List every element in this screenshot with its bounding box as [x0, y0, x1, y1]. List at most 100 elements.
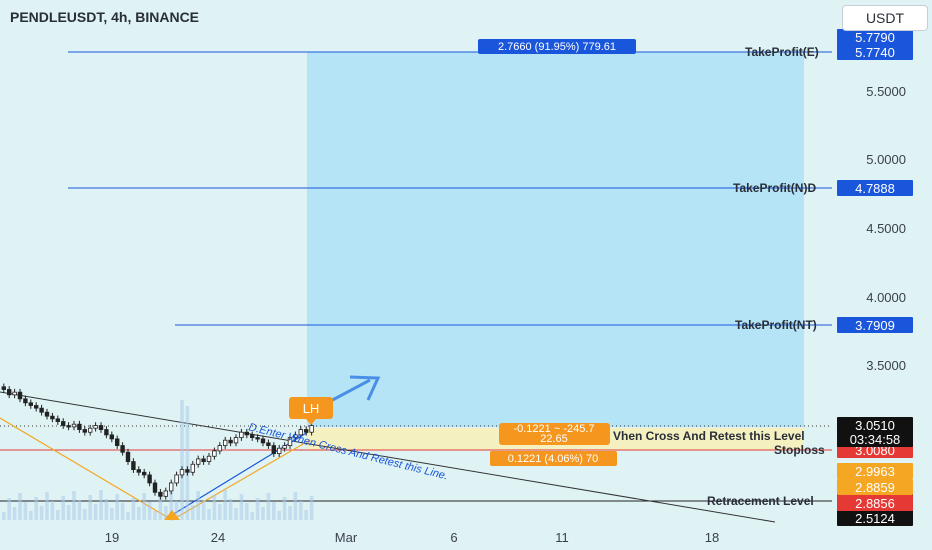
volume-bar-2: [12, 507, 17, 520]
entry-info-text: -0.1221 ~ -245.7: [513, 423, 594, 435]
volume-bar-57: [309, 496, 314, 520]
price-tag-5: [837, 510, 913, 526]
candle-body-10: [55, 418, 60, 422]
price-tag-3: [837, 463, 913, 479]
candle-body-37: [201, 458, 206, 462]
volume-bar-38: [207, 509, 211, 520]
price-tag-4: [837, 479, 913, 495]
candle-body-56: [303, 429, 309, 433]
volume-bar-53: [288, 506, 292, 520]
price-tag-text-5: 2.5124: [855, 511, 895, 526]
volume-bar-44: [239, 494, 244, 520]
volume-bar-7: [39, 506, 44, 520]
volume-bar-8: [45, 492, 49, 520]
low-marker-triangle: [164, 510, 180, 520]
price-tag-0: [837, 29, 913, 45]
level-tag-1: [837, 180, 913, 196]
level-value-2: 3.7909: [855, 318, 895, 333]
price-tag-text-2: 03:34:58: [850, 432, 901, 447]
volume-bar-37: [201, 500, 206, 520]
volume-bar-11: [61, 496, 65, 520]
candle-body-6: [34, 405, 39, 409]
volume-bar-22: [120, 503, 125, 520]
candle-body-52: [282, 445, 287, 449]
candle-body-36: [195, 458, 201, 465]
candle-body-40: [217, 445, 222, 452]
currency-button[interactable]: USDT: [842, 5, 928, 31]
candle-body-57: [309, 425, 314, 433]
volume-bar-23: [126, 512, 130, 520]
volume-bar-5: [29, 511, 33, 520]
volume-bar-54: [293, 492, 298, 520]
candle-body-45: [244, 431, 249, 436]
candle-body-35: [190, 463, 195, 473]
candle-body-48: [260, 438, 266, 444]
volume-bar-36: [196, 491, 200, 520]
y-tick-3: 4.0000: [866, 290, 906, 305]
volume-bar-29: [158, 497, 163, 520]
candle-body-39: [212, 450, 217, 457]
candle-body-17: [93, 425, 98, 429]
volume-bar-31: [169, 492, 173, 520]
volume-bar-52: [282, 497, 287, 520]
candle-body-20: [109, 434, 114, 440]
target-info-text: 2.7660 (91.95%) 779.61: [498, 41, 616, 53]
candle-body-19: [104, 429, 109, 436]
level-value-0: 5.7740: [855, 45, 895, 60]
candle-body-27: [147, 474, 152, 484]
price-tag-text-4: 2.8859: [855, 480, 895, 495]
retracement-tag-bg: [837, 495, 913, 511]
target-zone: [307, 52, 804, 427]
volume-bar-1: [7, 498, 11, 520]
stop-info-text: 0.1221 (4.06%) 70: [508, 453, 599, 465]
volume-bar-16: [88, 495, 92, 520]
volume-bar-17: [93, 504, 98, 520]
candle-body-2: [12, 391, 17, 396]
candle-body-24: [131, 461, 136, 471]
descending-trendline: [0, 391, 776, 523]
candle-body-5: [28, 402, 33, 406]
candle-body-12: [66, 425, 71, 428]
candle-body-13: [71, 423, 77, 428]
volume-bar-55: [299, 501, 303, 520]
volume-bar-51: [277, 511, 281, 520]
candle-body-8: [44, 411, 50, 417]
candle-body-49: [266, 442, 271, 446]
candle-body-34: [185, 469, 190, 473]
level-label-4: Retracement Level: [707, 494, 814, 508]
volume-bar-32: [174, 501, 179, 520]
volume-bar-35: [191, 505, 195, 520]
candle-body-29: [158, 491, 163, 497]
volume-bar-6: [34, 497, 38, 520]
volume-bar-42: [228, 499, 233, 520]
candle-body-7: [39, 407, 44, 413]
candle-body-18: [98, 425, 104, 430]
candle-body-1: [7, 389, 12, 396]
candle-body-42: [228, 439, 233, 444]
candle-body-54: [293, 434, 298, 438]
level-tag-0: [837, 44, 913, 60]
candle-body-23: [125, 451, 131, 462]
price-tag-1: [837, 417, 913, 433]
stop-info-box: [490, 451, 617, 466]
candle-body-38: [206, 455, 212, 462]
candle-body-16: [88, 427, 93, 433]
candle-body-14: [77, 423, 82, 430]
volume-bar-46: [250, 512, 254, 520]
volume-bar-48: [261, 507, 265, 520]
lh-label: LH: [303, 401, 320, 416]
candle-body-26: [141, 471, 147, 476]
candle-body-53: [287, 437, 293, 446]
x-tick-2: Mar: [335, 530, 358, 545]
price-tag-text-0: 5.7790: [855, 30, 895, 45]
volume-bar-24: [131, 498, 136, 520]
projection-arrow-head: [349, 375, 381, 401]
candle-body-43: [233, 437, 239, 444]
retracement-tag-value: 2.8856: [855, 496, 895, 511]
price-scale: [835, 0, 932, 550]
x-tick-3: 6: [450, 530, 457, 545]
x-tick-4: 11: [555, 530, 569, 545]
volume-bar-10: [56, 510, 60, 520]
